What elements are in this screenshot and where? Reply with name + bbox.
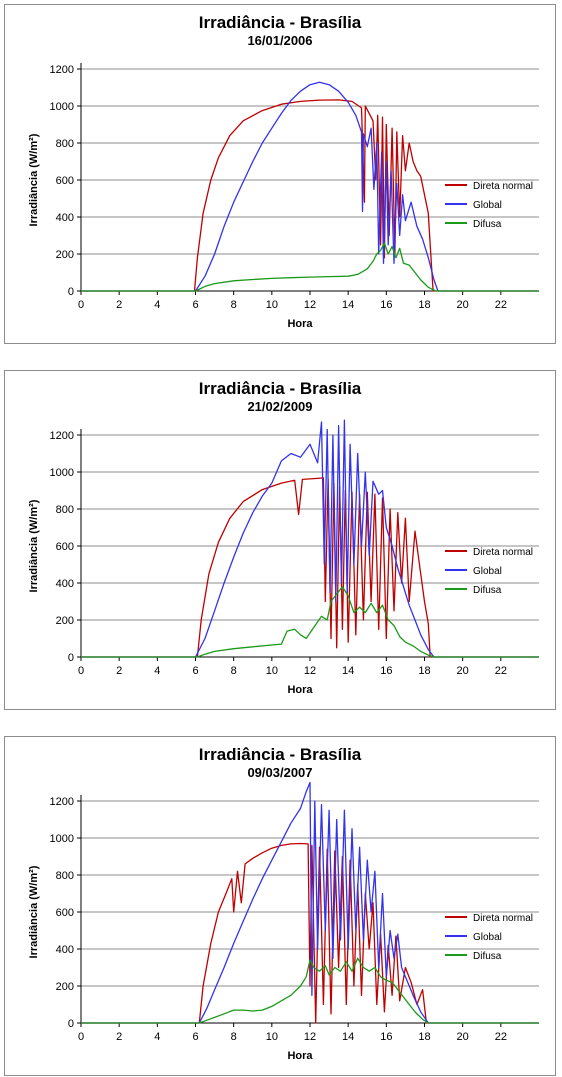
y-tick-label: 600 <box>56 541 74 553</box>
x-axis-label: Hora <box>287 1050 313 1062</box>
x-tick-label: 2 <box>116 1031 122 1043</box>
legend-label: Direta normal <box>473 913 533 924</box>
x-tick-label: 22 <box>495 665 507 677</box>
series-line-3 <box>81 586 539 658</box>
chart-panel-3: Irradiância - Brasília 09/03/2007 0 200 400 6… <box>4 736 556 1076</box>
x-tick-label: 6 <box>192 299 198 311</box>
chart-svg-3: Irradiância - Brasília09/03/200702004006… <box>28 745 539 1062</box>
y-tick-label: 600 <box>56 907 74 919</box>
y-tick-label: 200 <box>56 981 74 993</box>
x-tick-label: 6 <box>192 665 198 677</box>
legend-label: Direta normal <box>473 547 533 558</box>
chart-title: Irradiância - Brasília <box>199 379 362 398</box>
y-axis-label: Irradiância (W/m²) <box>28 865 40 958</box>
y-tick-label: 1200 <box>50 64 74 76</box>
legend-label: Global <box>473 566 502 577</box>
x-tick-label: 2 <box>116 665 122 677</box>
y-tick-label: 0 <box>68 1018 74 1030</box>
x-tick-label: 22 <box>495 1031 507 1043</box>
y-tick-label: 0 <box>68 652 74 664</box>
x-tick-label: 4 <box>154 299 160 311</box>
series-line-3 <box>81 242 539 292</box>
x-tick-label: 14 <box>342 299 354 311</box>
y-tick-label: 400 <box>56 212 74 224</box>
series-line-2 <box>81 781 539 1024</box>
x-tick-label: 20 <box>457 665 469 677</box>
series-line-1 <box>81 477 539 658</box>
x-tick-label: 10 <box>266 1031 278 1043</box>
y-tick-label: 200 <box>56 249 74 261</box>
legend-label: Direta normal <box>473 181 533 192</box>
x-tick-label: 4 <box>154 665 160 677</box>
y-tick-label: 1000 <box>50 467 74 479</box>
legend-label: Difusa <box>473 951 502 962</box>
y-tick-label: 800 <box>56 870 74 882</box>
chart-subtitle: 21/02/2009 <box>247 399 312 414</box>
y-tick-label: 1000 <box>50 101 74 113</box>
x-tick-label: 8 <box>231 299 237 311</box>
series-line-3 <box>81 957 539 1024</box>
y-tick-label: 400 <box>56 578 74 590</box>
legend-label: Global <box>473 932 502 943</box>
legend-label: Difusa <box>473 585 502 596</box>
series-line-2 <box>81 81 539 292</box>
series-line-2 <box>81 419 539 658</box>
x-tick-label: 20 <box>457 299 469 311</box>
x-tick-label: 18 <box>418 1031 430 1043</box>
x-tick-label: 16 <box>380 1031 392 1043</box>
y-tick-label: 1000 <box>50 833 74 845</box>
x-tick-label: 12 <box>304 299 316 311</box>
y-tick-label: 400 <box>56 944 74 956</box>
y-tick-label: 800 <box>56 504 74 516</box>
chart-subtitle: 16/01/2006 <box>247 33 312 48</box>
x-tick-label: 0 <box>78 1031 84 1043</box>
x-tick-label: 8 <box>231 665 237 677</box>
chart-subtitle: 09/03/2007 <box>247 765 312 780</box>
x-axis-label: Hora <box>287 318 313 330</box>
legend-label: Global <box>473 200 502 211</box>
chart-panel-2: Irradiância - Brasília 21/02/2009 0 200 400 6… <box>4 370 556 710</box>
x-tick-label: 14 <box>342 1031 354 1043</box>
y-tick-label: 0 <box>68 286 74 298</box>
y-axis-label: Irradiância (W/m²) <box>28 499 40 592</box>
y-tick-label: 800 <box>56 138 74 150</box>
y-tick-label: 1200 <box>50 430 74 442</box>
legend-label: Difusa <box>473 219 502 230</box>
x-tick-label: 14 <box>342 665 354 677</box>
x-tick-label: 20 <box>457 1031 469 1043</box>
x-tick-label: 8 <box>231 1031 237 1043</box>
x-tick-label: 2 <box>116 299 122 311</box>
x-tick-label: 0 <box>78 665 84 677</box>
x-tick-label: 16 <box>380 665 392 677</box>
chart-title: Irradiância - Brasília <box>199 745 362 764</box>
y-tick-label: 600 <box>56 175 74 187</box>
x-tick-label: 12 <box>304 665 316 677</box>
x-tick-label: 16 <box>380 299 392 311</box>
y-tick-label: 200 <box>56 615 74 627</box>
series-line-1 <box>81 842 539 1024</box>
x-tick-label: 12 <box>304 1031 316 1043</box>
chart-svg-1: Irradiância - Brasília16/01/200602004006… <box>28 13 539 330</box>
y-tick-label: 1200 <box>50 796 74 808</box>
x-tick-label: 10 <box>266 665 278 677</box>
x-tick-label: 6 <box>192 1031 198 1043</box>
x-tick-label: 0 <box>78 299 84 311</box>
chart-panel-1: Irradiância - Brasília 16/01/2006 0 200 400 6… <box>4 4 556 344</box>
x-tick-label: 10 <box>266 299 278 311</box>
x-axis-label: Hora <box>287 684 313 696</box>
series-line-1 <box>81 99 539 292</box>
x-tick-label: 22 <box>495 299 507 311</box>
chart-title: Irradiância - Brasília <box>199 13 362 32</box>
x-tick-label: 18 <box>418 665 430 677</box>
chart-svg-2: Irradiância - Brasília21/02/200902004006… <box>28 379 539 696</box>
y-axis-label: Irradiância (W/m²) <box>28 133 40 226</box>
x-tick-label: 18 <box>418 299 430 311</box>
x-tick-label: 4 <box>154 1031 160 1043</box>
